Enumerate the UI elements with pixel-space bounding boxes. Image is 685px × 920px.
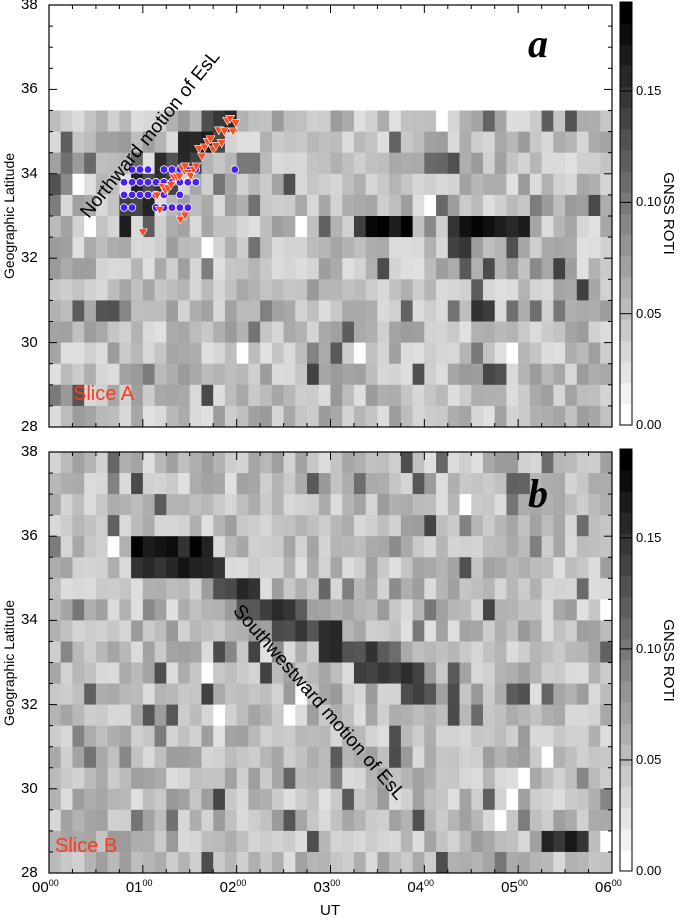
- xtick-label: 0500: [501, 878, 528, 896]
- ytick-label: 32: [21, 249, 38, 267]
- cbar-tick-label: 0.10: [636, 640, 662, 656]
- ytick-label: 34: [21, 611, 38, 629]
- cbar-tick-label: 0.15: [636, 529, 662, 545]
- xtick-label: 0000: [32, 878, 59, 896]
- xtick-label: 0200: [219, 878, 247, 896]
- cbar-tick-label: 0.00: [636, 863, 662, 878]
- xtick-label: 0300: [313, 878, 341, 896]
- ytick-label: 36: [21, 527, 38, 545]
- ylabel-b: Geographic Latitude: [1, 599, 18, 727]
- ytick-label: 28: [21, 864, 38, 881]
- xtick-label: 0600: [595, 878, 622, 896]
- panel-a-label: a: [528, 21, 548, 66]
- cbar-label-b: GNSS ROTI: [659, 619, 677, 702]
- cbar-tick-label: 0.05: [636, 751, 662, 767]
- cbar-label-a: GNSS ROTI: [659, 172, 677, 255]
- xtick-label: 0400: [407, 878, 435, 896]
- slice-a-label: Slice A: [73, 383, 135, 405]
- cbar-tick-label: 0.10: [636, 194, 662, 210]
- xlabel: UT: [320, 902, 340, 919]
- ytick-label: 36: [21, 80, 38, 98]
- ytick-label: 32: [21, 695, 38, 713]
- ytick-label: 38: [21, 443, 38, 460]
- ytick-label: 28: [21, 418, 38, 435]
- slice-b-label: Slice B: [55, 835, 118, 857]
- cbar-tick-label: 0.00: [636, 417, 662, 432]
- ytick-label: 34: [21, 164, 38, 182]
- ytick-label: 38: [21, 0, 38, 13]
- cbar-tick-label: 0.15: [636, 83, 662, 99]
- ytick-label: 30: [21, 779, 38, 797]
- panel-b-label: b: [528, 471, 548, 516]
- ylabel-a: Geographic Latitude: [1, 152, 18, 280]
- cbar-tick-label: 0.05: [636, 305, 662, 321]
- xtick-label: 0100: [125, 878, 153, 896]
- ytick-label: 30: [21, 333, 38, 351]
